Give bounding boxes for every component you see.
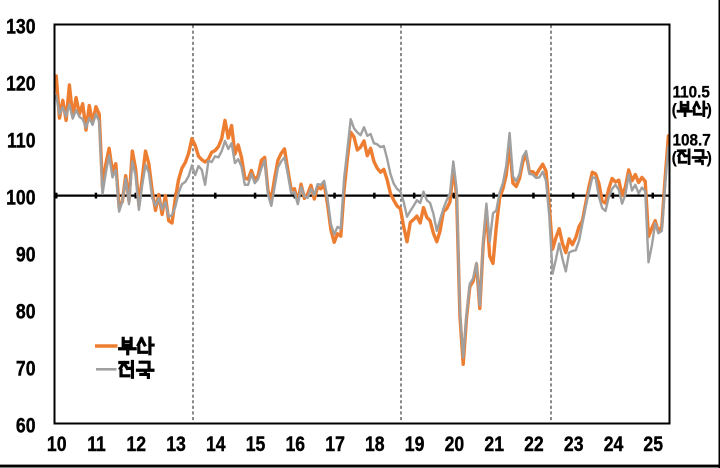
- svg-text:70: 70: [16, 357, 36, 381]
- svg-text:14: 14: [206, 432, 226, 456]
- svg-text:21: 21: [484, 432, 504, 456]
- svg-text:17: 17: [325, 432, 345, 456]
- svg-text:19: 19: [405, 432, 425, 456]
- svg-text:110: 110: [7, 129, 35, 153]
- svg-text:(: (: [672, 149, 678, 167]
- svg-text:110.5: 110.5: [673, 83, 710, 102]
- svg-text:20: 20: [445, 432, 465, 456]
- svg-text:24: 24: [604, 432, 624, 456]
- svg-text:): ): [707, 149, 713, 167]
- svg-text:15: 15: [246, 432, 266, 456]
- svg-text:130: 130: [6, 15, 35, 39]
- svg-text:108.7: 108.7: [673, 131, 711, 150]
- svg-text:): ): [707, 101, 713, 119]
- svg-text:(: (: [672, 101, 678, 119]
- svg-text:12: 12: [126, 432, 146, 456]
- svg-text:13: 13: [166, 432, 186, 456]
- svg-text:90: 90: [16, 243, 36, 267]
- svg-text:18: 18: [365, 432, 385, 456]
- svg-text:25: 25: [643, 432, 663, 456]
- svg-text:16: 16: [285, 432, 305, 456]
- svg-text:120: 120: [6, 72, 35, 96]
- svg-text:11: 11: [87, 432, 106, 456]
- svg-text:22: 22: [524, 432, 544, 456]
- svg-text:100: 100: [6, 186, 35, 210]
- svg-text:60: 60: [16, 414, 36, 438]
- svg-text:23: 23: [564, 432, 584, 456]
- svg-text:80: 80: [16, 300, 36, 324]
- svg-text:10: 10: [47, 432, 67, 456]
